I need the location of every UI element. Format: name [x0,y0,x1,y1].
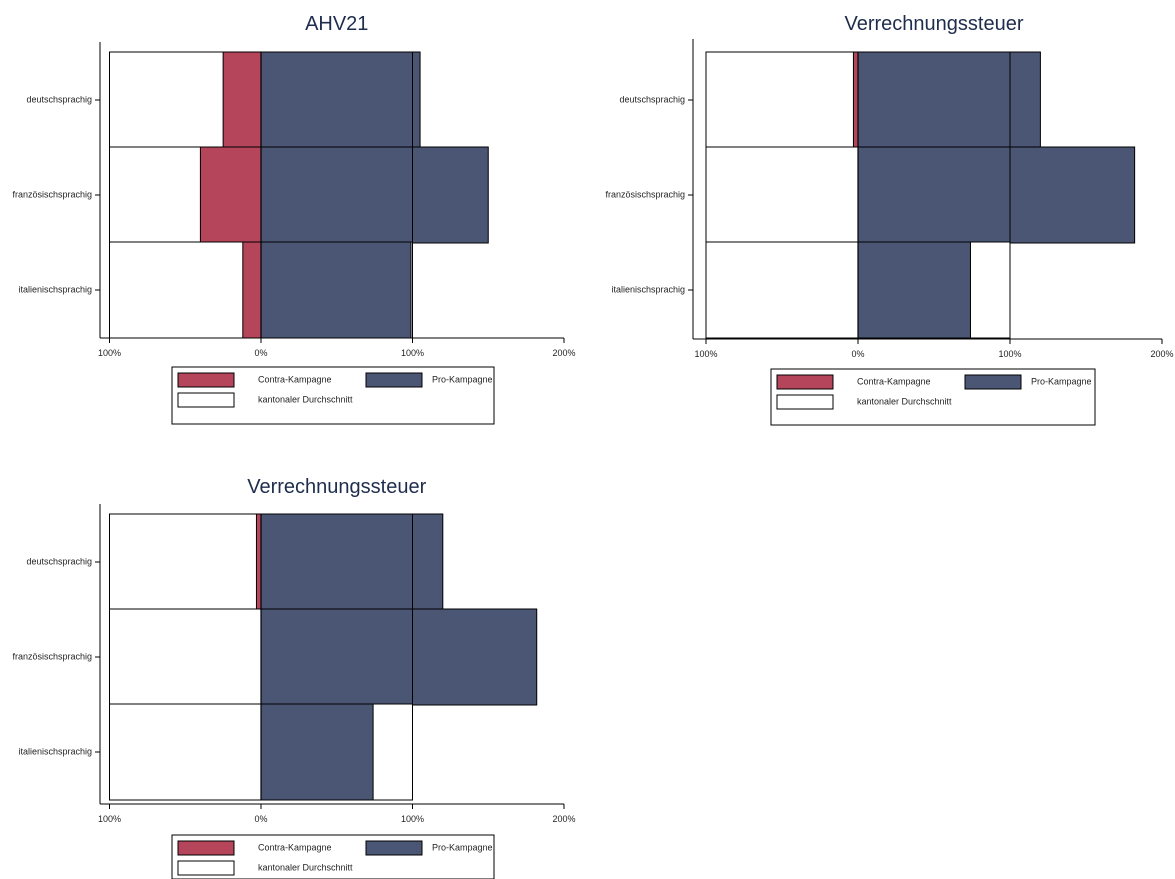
legend-label-contra: Contra-Kampagne [258,842,332,852]
pro-bar [260,51,421,149]
legend-swatch-contra [177,372,235,388]
x-tick-label: 200% [552,814,575,824]
legend-swatch-average [776,394,834,410]
chart-panel-2: Verrechnungssteuer deutschsprachig französ… [605,13,1174,426]
x-tick-label: 100% [98,348,121,358]
category-label: italienischsprachig [18,284,92,294]
legend-swatch-average [177,860,235,876]
legend-swatch-contra [177,840,235,856]
x-tick-label: 100% [401,814,424,824]
category-label: italienischsprachig [18,746,92,756]
legend-swatch-pro [365,840,423,856]
chart-panel-1: AHV21 deutschsprachig französischsprachig i… [12,13,576,425]
category-label: deutschsprachig [26,94,92,104]
pro-bar [260,146,489,244]
pro-bar [857,51,1041,149]
chart-title: Verrechnungssteuer [844,13,1023,35]
pro-bar [260,513,444,611]
category-label: deutschsprachig [619,94,685,104]
x-tick-label: 100% [401,348,424,358]
pro-bar [857,241,971,339]
contra-bar [852,51,859,149]
category-label: französischsprachig [12,189,92,199]
pro-bar [857,146,1136,244]
pro-bar [260,608,538,706]
pro-bar [260,703,374,801]
legend-swatch-average [177,392,235,408]
legend-label-contra: Contra-Kampagne [258,374,332,384]
x-tick-label: 200% [1150,349,1173,359]
category-label: französischsprachig [605,189,685,199]
category-label: französischsprachig [12,651,92,661]
legend-swatch-pro [964,374,1022,390]
legend-label-pro: Pro-Kampagne [432,842,493,852]
x-tick-label: 100% [998,349,1021,359]
chart-title: AHV21 [305,13,368,35]
x-tick-label: 100% [694,349,717,359]
pro-bar [260,241,412,339]
category-label: italienischsprachig [611,284,685,294]
legend-label-average: kantonaler Durchschnitt [258,862,353,872]
chart-panel-3: Verrechnungssteuer deutschsprachig französ… [12,476,576,879]
contra-bar [255,513,262,611]
contra-bar [242,241,262,339]
legend-swatch-contra [776,374,834,390]
legend-label-average: kantonaler Durchschnitt [857,396,952,406]
chart-title: Verrechnungssteuer [247,476,426,498]
contra-bar [199,146,262,244]
x-tick-label: 0% [851,349,864,359]
x-tick-label: 200% [552,348,575,358]
legend-label-average: kantonaler Durchschnitt [258,394,353,404]
legend-label-pro: Pro-Kampagne [432,374,493,384]
x-tick-label: 0% [254,814,267,824]
legend-label-contra: Contra-Kampagne [857,376,931,386]
legend-swatch-pro [365,372,423,388]
legend-label-pro: Pro-Kampagne [1031,376,1092,386]
contra-bar [222,51,262,149]
x-tick-label: 0% [254,348,267,358]
x-tick-label: 100% [98,814,121,824]
category-label: deutschsprachig [26,556,92,566]
